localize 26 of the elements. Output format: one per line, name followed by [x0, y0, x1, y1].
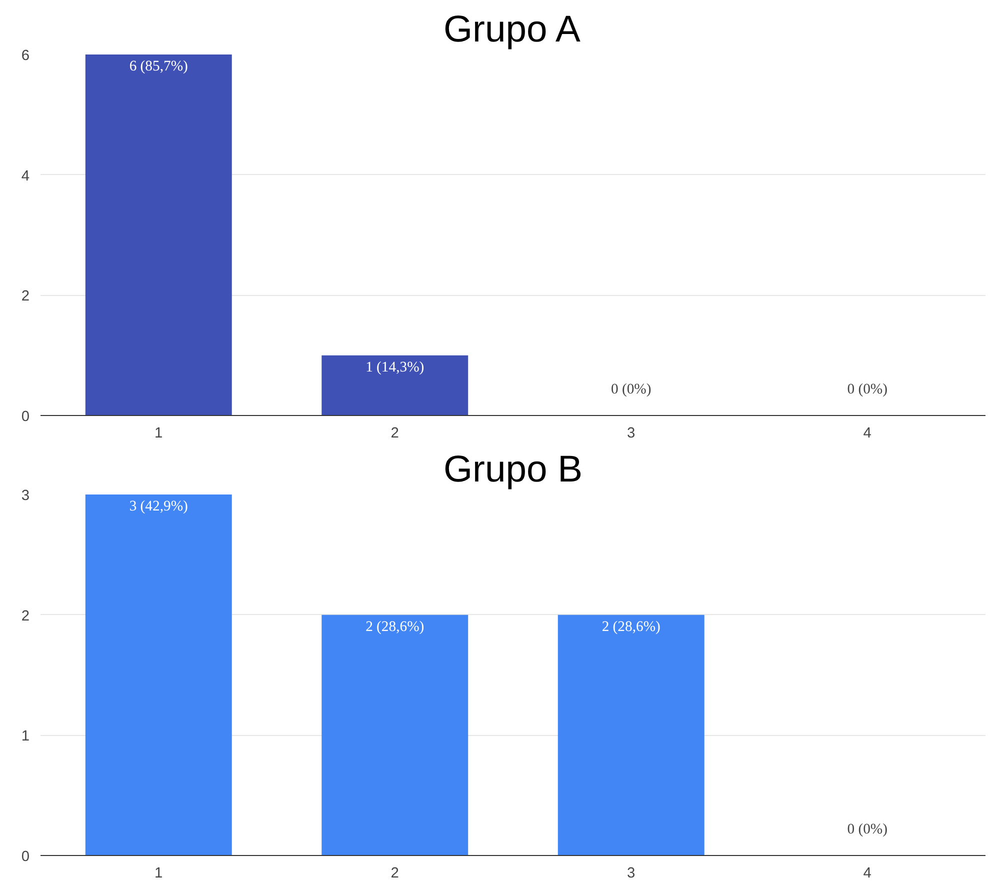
data-label: 0 (0%) — [847, 822, 888, 838]
x-tick-label: 1 — [154, 866, 163, 882]
y-tick-label: 1 — [21, 728, 30, 745]
y-tick-label: 3 — [21, 488, 30, 504]
data-label: 0 (0%) — [847, 382, 888, 398]
x-tick-label: 3 — [627, 866, 636, 882]
x-tick-label: 2 — [390, 866, 399, 882]
x-tick-label: 3 — [627, 426, 636, 442]
chart-title: Grupo B — [443, 448, 583, 490]
x-tick-label: 1 — [154, 426, 163, 442]
data-label: 0 (0%) — [610, 382, 652, 398]
y-tick-label: 0 — [21, 409, 30, 425]
y-tick-label: 2 — [21, 288, 30, 305]
data-label: 6 (85,7%) — [129, 58, 188, 74]
data-label: 1 (14,3%) — [366, 359, 424, 376]
x-tick-label: 4 — [863, 866, 872, 882]
data-label: 2 (28,6%) — [366, 618, 424, 635]
chart-title: Grupo A — [443, 8, 581, 50]
y-tick-label: 2 — [21, 608, 30, 624]
y-tick-label: 4 — [21, 168, 30, 184]
x-tick-label: 4 — [863, 426, 872, 442]
y-tick-label: 6 — [21, 48, 30, 64]
data-label: 3 (42,9%) — [129, 498, 188, 514]
x-tick-label: 2 — [390, 426, 399, 442]
data-label: 2 (28,6%) — [602, 618, 661, 635]
y-tick-label: 0 — [21, 849, 30, 865]
